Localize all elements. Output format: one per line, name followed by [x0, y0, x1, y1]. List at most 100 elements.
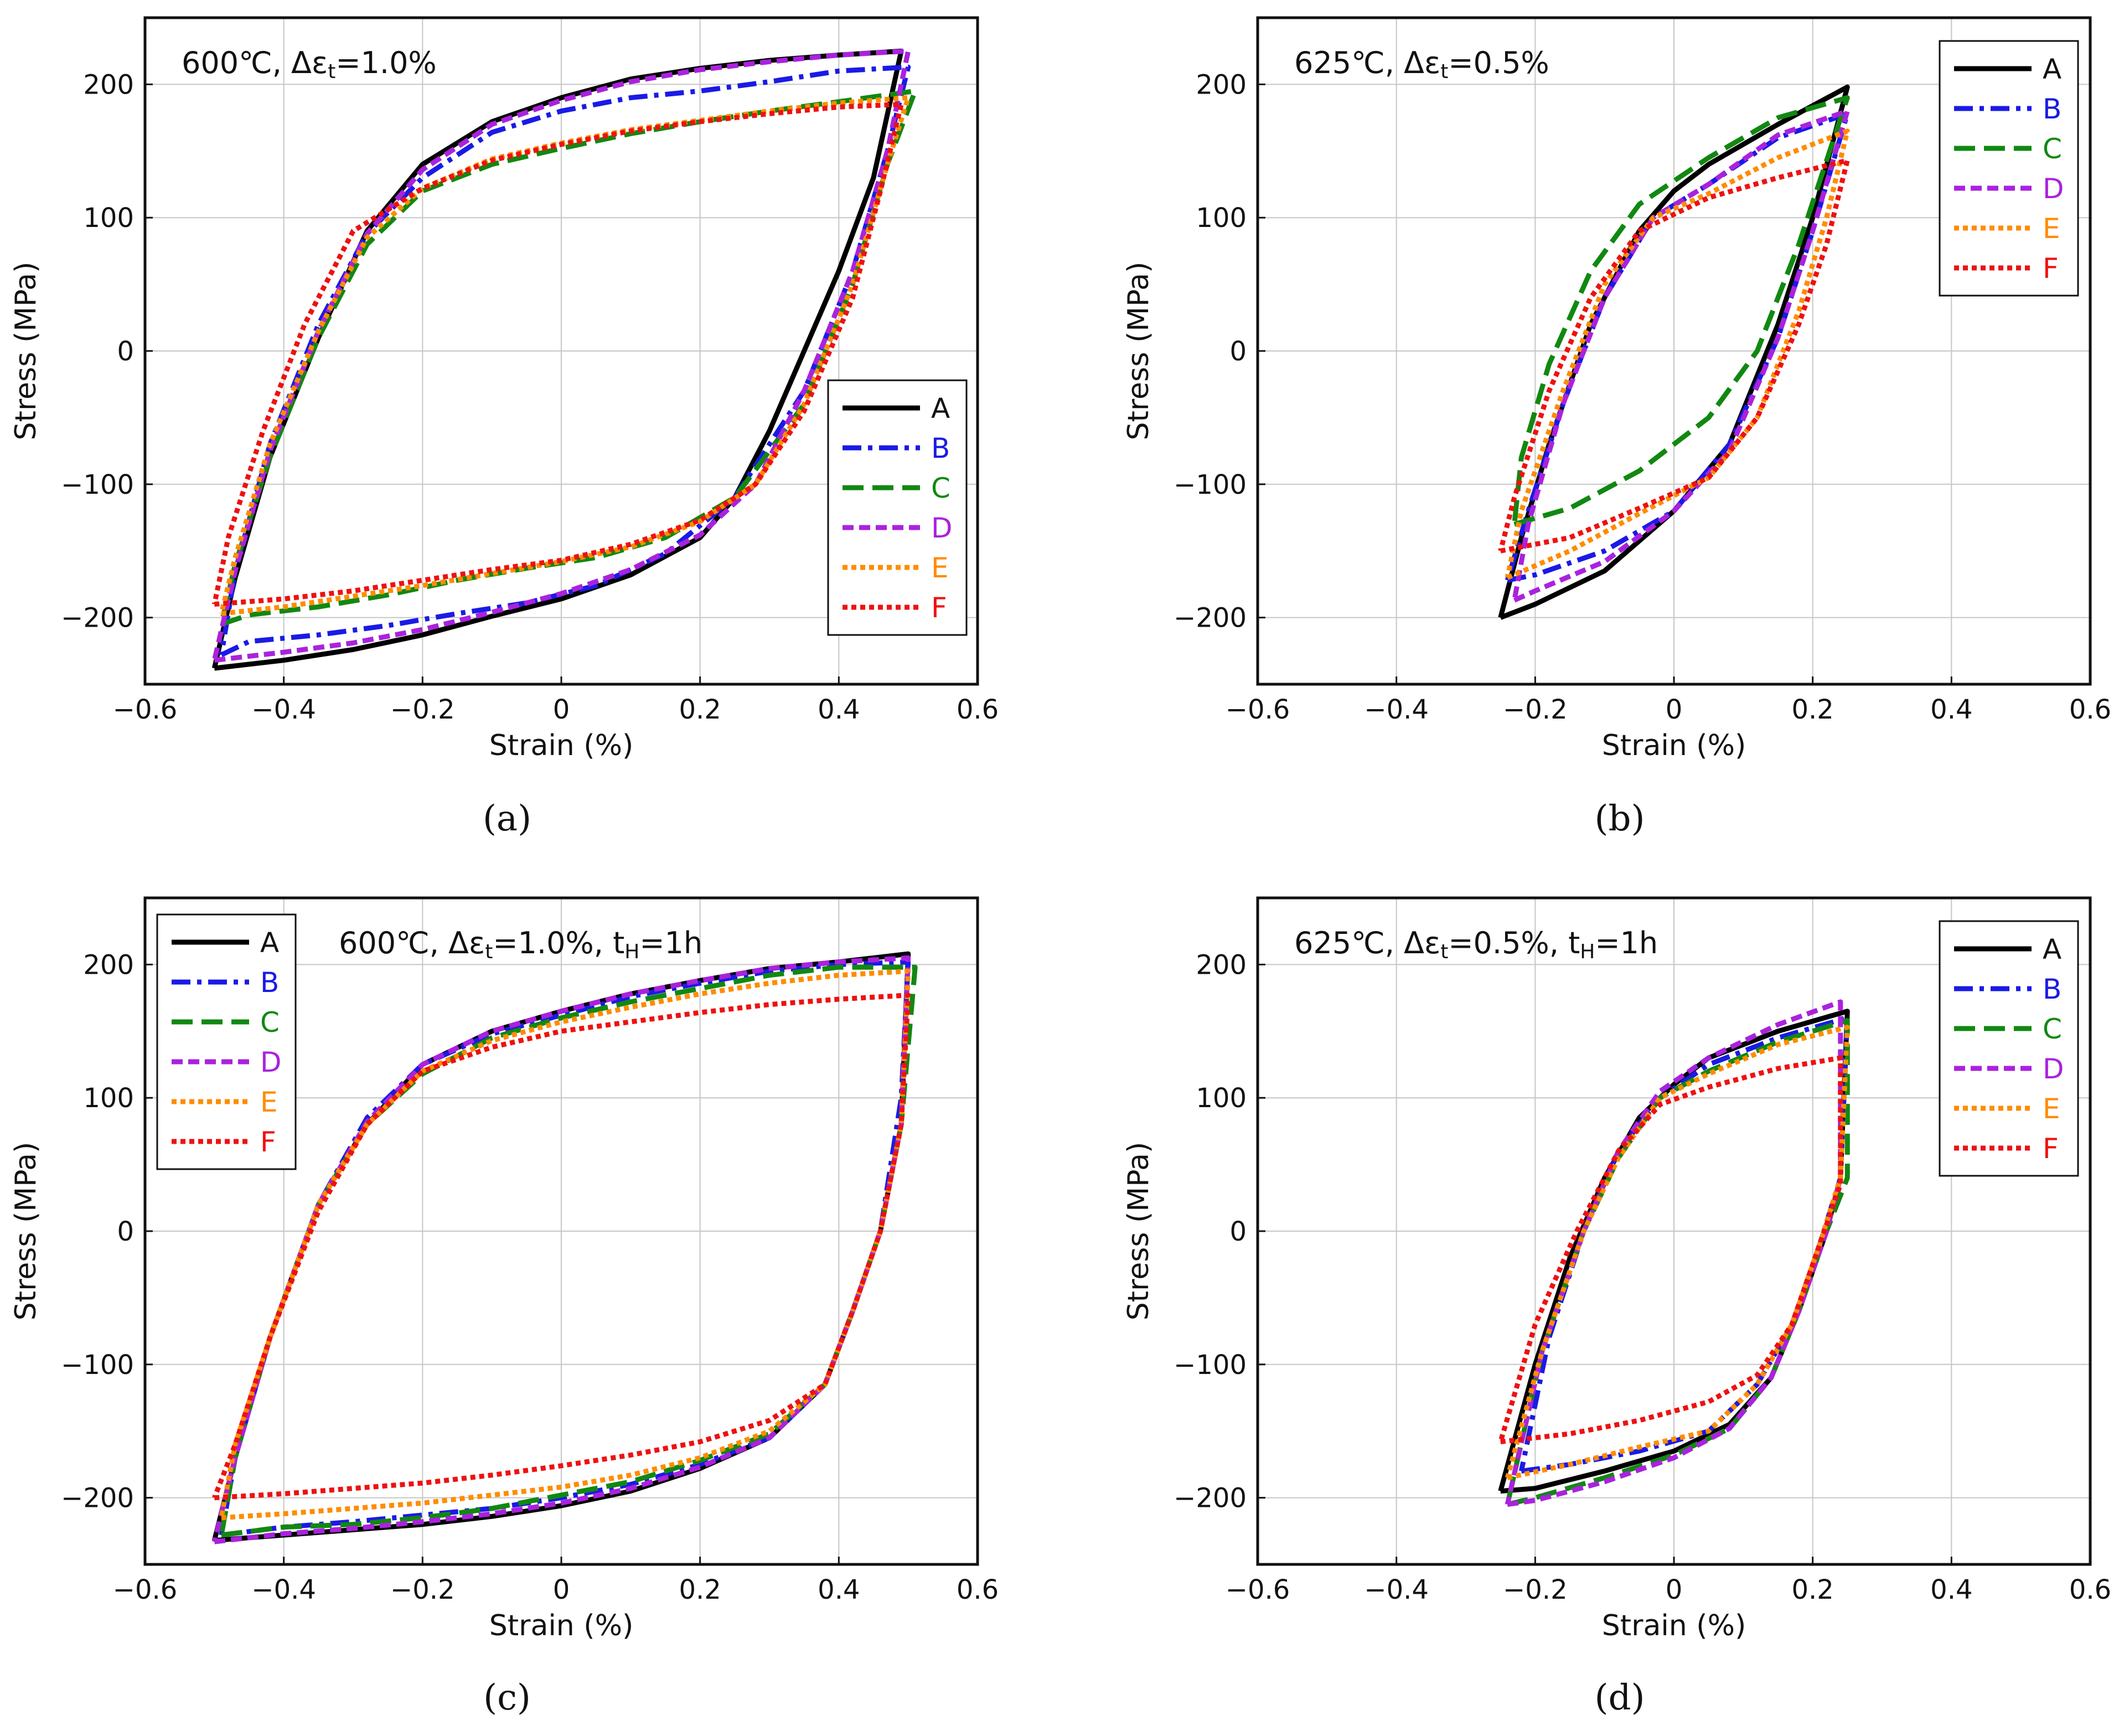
- panel-a-legend-label-e: E: [931, 552, 949, 584]
- panel-d-y-axis-label: Stress (MPa): [1122, 1142, 1155, 1321]
- panel-a-xtick-label: −0.2: [390, 694, 455, 725]
- panel-a-xtick-label: −0.6: [113, 694, 178, 725]
- panel-a-xtick-label: 0.6: [957, 694, 999, 725]
- panel-a-annotation: 600℃, Δεt=1.0%: [182, 45, 437, 83]
- panel-c-x-axis-label: Strain (%): [489, 1609, 634, 1642]
- panel-a-ytick-label: −100: [61, 469, 134, 500]
- panel-c-ytick-label: 200: [83, 949, 134, 980]
- chart-panel-c: −0.6 −0.4 −0.2 0 0.2 0.4 0.6 −200 −100 0 100 200 Str…: [9, 896, 999, 1718]
- panel-a-ytick-label: 0: [117, 336, 134, 367]
- panel-d-x-axis-label: Strain (%): [1602, 1609, 1746, 1642]
- panel-c-xtick-label: −0.4: [251, 1574, 316, 1605]
- panel-b-series-f-line: [1498, 158, 1850, 554]
- panel-c-legend-box: [156, 913, 297, 1170]
- panel-b-x-axis-label: Strain (%): [1602, 729, 1746, 762]
- panel-d-xtick-label: 0.6: [2069, 1574, 2111, 1605]
- panel-b-legend-label-b: B: [2043, 93, 2061, 125]
- panel-c-curves: [211, 951, 918, 1544]
- chart-panel-d: −0.6 −0.4 −0.2 0 0.2 0.4 0.6 −200 −100 0 100 200 Str…: [1122, 896, 2111, 1718]
- panel-d-legend-label-b: B: [2043, 973, 2061, 1005]
- panel-a-legend-label-d: D: [931, 512, 953, 544]
- panel-a-series-f-line: [211, 102, 904, 607]
- panel-b-curves: [1498, 84, 1850, 620]
- panel-d-ytick-label: −100: [1174, 1350, 1247, 1381]
- panel-d-xtick-label: 0.4: [1930, 1574, 1972, 1605]
- panel-c-xtick-label: 0.2: [679, 1574, 721, 1605]
- panel-a-series-b-line: [219, 64, 911, 658]
- panel-c-legend-label-c: C: [260, 1006, 280, 1038]
- panel-c-series-e-line: [219, 968, 911, 1521]
- panel-b-sub-label: (b): [1595, 798, 1645, 839]
- panel-a-legend-label-b: B: [931, 432, 950, 464]
- panel-d-ytick-label: 100: [1196, 1083, 1247, 1114]
- panel-c-legend-label-d: D: [260, 1046, 282, 1078]
- panel-b-xtick-label: −0.4: [1364, 694, 1429, 725]
- panel-d-xtick-label: −0.2: [1503, 1574, 1568, 1605]
- panel-d-legend-box: [1939, 920, 2079, 1177]
- panel-b-xtick-label: −0.6: [1226, 694, 1290, 725]
- panel-a-sub-label: (a): [483, 798, 531, 839]
- panel-d-xtick-label: 0: [1666, 1574, 1683, 1605]
- panel-b-xtick-label: −0.2: [1503, 694, 1568, 725]
- panel-d-legend-label-e: E: [2043, 1093, 2060, 1125]
- panel-b-xtick-label: 0.4: [1930, 694, 1972, 725]
- panel-a-ytick-label: 100: [83, 203, 134, 234]
- panel-a-legend-label-c: C: [931, 472, 950, 504]
- panel-b-legend-label-a: A: [2043, 53, 2061, 85]
- panel-b-ytick-label: 0: [1229, 336, 1247, 367]
- panel-d-ytick-label: −200: [1174, 1483, 1247, 1514]
- panel-d-series-c-line: [1505, 1018, 1850, 1507]
- panel-c-legend-label-f: F: [260, 1126, 276, 1158]
- panel-a-series-a-line: [211, 48, 904, 671]
- panel-b-ytick-label: 100: [1196, 203, 1247, 234]
- panel-d-series-f-line: [1498, 1055, 1843, 1444]
- panel-c-legend-label-b: B: [260, 967, 279, 999]
- panel-a-series-d-line: [211, 48, 911, 663]
- panel-d-xtick-label: −0.4: [1364, 1574, 1429, 1605]
- panel-b-legend-label-f: F: [2043, 252, 2059, 285]
- panel-b-legend-label-d: D: [2043, 173, 2064, 205]
- panel-b-xtick-label: 0: [1666, 694, 1683, 725]
- panel-c-xtick-label: 0: [553, 1574, 570, 1605]
- panel-c-xtick-label: −0.2: [390, 1574, 455, 1605]
- panel-a-xtick-label: −0.4: [251, 694, 316, 725]
- panel-b-y-axis-label: Stress (MPa): [1122, 262, 1155, 441]
- chart-panel-b: −0.6 −0.4 −0.2 0 0.2 0.4 0.6 −200 −100 0 100 200 Str…: [1122, 16, 2111, 839]
- panel-c-y-axis-label: Stress (MPa): [9, 1142, 43, 1321]
- panel-b-series-d-line: [1512, 108, 1850, 603]
- panel-b-ytick-label: −100: [1174, 469, 1247, 500]
- panel-b-series-c-line: [1512, 95, 1850, 527]
- panel-d-series-e-line: [1505, 1025, 1850, 1480]
- panel-d-ytick-label: 200: [1196, 949, 1247, 980]
- panel-a-y-axis-label: Stress (MPa): [9, 262, 43, 441]
- panel-a-legend-label-f: F: [931, 592, 947, 624]
- panel-a-ytick-label: 200: [83, 69, 134, 100]
- panel-c-ytick-label: −200: [61, 1483, 134, 1514]
- panel-c-series-b-line: [219, 959, 911, 1538]
- panel-b-annotation: 625℃, Δεt=0.5%: [1294, 45, 1549, 83]
- panel-c-ytick-label: 100: [83, 1083, 134, 1114]
- panel-d-sub-label: (d): [1595, 1677, 1645, 1718]
- panel-a-legend-label-a: A: [931, 392, 950, 425]
- panel-b-legend-label-c: C: [2043, 133, 2062, 165]
- panel-c-xtick-label: 0.6: [957, 1574, 999, 1605]
- panel-d-legend-label-d: D: [2043, 1053, 2064, 1085]
- panel-c-legend-label-a: A: [260, 927, 279, 959]
- panel-c-ytick-label: −100: [61, 1350, 134, 1381]
- chart-panel-a: −0.6 −0.4 −0.2 0 0.2 0.4 0.6 −200 −100 0 100 200 Str…: [9, 16, 999, 839]
- panel-a-xtick-label: 0: [553, 694, 570, 725]
- panel-d-ytick-label: 0: [1229, 1216, 1247, 1247]
- panel-d-xtick-label: −0.6: [1226, 1574, 1290, 1605]
- panel-a-ytick-label: −200: [61, 603, 134, 634]
- panel-a-legend-box: [827, 379, 968, 636]
- panel-b-series-e-line: [1505, 128, 1850, 580]
- panel-d-legend-label-f: F: [2043, 1133, 2059, 1165]
- panel-b-series-b-line: [1505, 111, 1850, 583]
- panel-b-ytick-label: 200: [1196, 69, 1247, 100]
- panel-c-series-f-line: [212, 993, 911, 1501]
- panel-c-annotation: 600℃, Δεt=1.0%, tH=1h: [339, 926, 702, 963]
